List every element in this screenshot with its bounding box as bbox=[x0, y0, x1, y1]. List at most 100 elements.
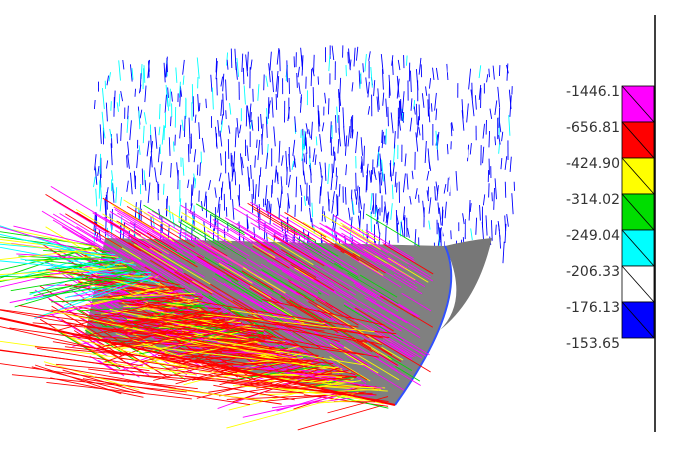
vector bbox=[154, 238, 196, 264]
vector bbox=[315, 299, 359, 326]
vector bbox=[188, 117, 191, 139]
vector bbox=[10, 269, 134, 292]
vector bbox=[205, 98, 207, 109]
vector bbox=[469, 203, 472, 213]
vector bbox=[489, 108, 493, 120]
vector bbox=[190, 184, 193, 206]
vector bbox=[444, 201, 447, 219]
vector bbox=[0, 363, 130, 383]
vector bbox=[418, 57, 422, 75]
vector bbox=[217, 120, 220, 137]
vector bbox=[461, 99, 464, 119]
vector bbox=[196, 164, 199, 176]
vector bbox=[335, 175, 338, 190]
vector bbox=[143, 65, 146, 83]
vector bbox=[368, 334, 431, 373]
vector bbox=[70, 337, 188, 367]
vector bbox=[252, 179, 255, 199]
vector bbox=[151, 210, 212, 247]
vector bbox=[120, 90, 124, 102]
vector bbox=[449, 223, 451, 242]
vector bbox=[381, 172, 383, 186]
vector bbox=[103, 128, 106, 139]
vector bbox=[201, 201, 203, 212]
vector bbox=[341, 232, 365, 248]
vector bbox=[363, 252, 416, 285]
vector bbox=[76, 211, 142, 252]
vector bbox=[193, 149, 197, 163]
vector bbox=[115, 187, 118, 203]
vector bbox=[144, 85, 147, 103]
vector bbox=[11, 374, 187, 393]
vector bbox=[220, 153, 222, 166]
vector bbox=[328, 55, 331, 72]
vector bbox=[218, 262, 253, 284]
vector bbox=[346, 355, 405, 391]
vector bbox=[439, 227, 442, 241]
vector bbox=[227, 307, 276, 338]
vector bbox=[291, 160, 295, 170]
vector bbox=[366, 163, 369, 174]
vector bbox=[357, 215, 361, 227]
vector bbox=[190, 256, 246, 291]
vector bbox=[309, 207, 312, 223]
vector bbox=[279, 49, 281, 72]
vector bbox=[320, 167, 322, 178]
vector bbox=[315, 264, 377, 303]
vector bbox=[338, 184, 341, 197]
vector bbox=[106, 160, 109, 169]
vector bbox=[296, 238, 342, 266]
vector bbox=[410, 98, 413, 111]
vector bbox=[482, 146, 485, 164]
vector bbox=[386, 211, 390, 226]
vector bbox=[379, 153, 382, 172]
vector bbox=[383, 206, 386, 222]
vector bbox=[331, 230, 335, 242]
vector bbox=[353, 282, 378, 298]
vector bbox=[355, 172, 357, 191]
vector bbox=[305, 123, 309, 135]
vector bbox=[236, 118, 239, 138]
vector bbox=[435, 67, 439, 81]
vector bbox=[446, 63, 449, 81]
vector bbox=[126, 180, 129, 192]
vector bbox=[168, 137, 171, 156]
vector bbox=[365, 229, 414, 260]
vector bbox=[354, 307, 394, 332]
vector bbox=[285, 256, 350, 296]
vector bbox=[102, 361, 197, 376]
vector bbox=[275, 70, 279, 92]
vector bbox=[281, 221, 339, 257]
vector bbox=[159, 103, 161, 120]
vector bbox=[382, 339, 412, 358]
vector bbox=[265, 116, 268, 138]
vector bbox=[129, 64, 133, 82]
vector bbox=[130, 229, 180, 261]
legend-label: -176.13 bbox=[566, 300, 620, 316]
vector bbox=[137, 294, 181, 302]
vector bbox=[250, 249, 299, 279]
vector bbox=[252, 208, 298, 236]
vector bbox=[314, 154, 317, 165]
vector bbox=[315, 136, 318, 146]
vector bbox=[309, 253, 345, 276]
vector bbox=[357, 340, 398, 366]
vector bbox=[46, 268, 178, 290]
vector bbox=[142, 125, 145, 144]
vector bbox=[375, 352, 399, 368]
vector bbox=[372, 193, 375, 215]
vector bbox=[111, 234, 177, 274]
vector bbox=[317, 399, 373, 404]
swatch-diagonal bbox=[621, 157, 655, 195]
vector bbox=[339, 77, 342, 99]
vector bbox=[411, 170, 414, 180]
vector bbox=[197, 255, 238, 281]
vector bbox=[403, 342, 427, 357]
vector bbox=[321, 252, 359, 275]
vector bbox=[161, 217, 163, 233]
vector bbox=[180, 204, 245, 244]
vector bbox=[0, 226, 91, 254]
vector bbox=[508, 89, 512, 110]
vector bbox=[59, 213, 105, 241]
vector bbox=[189, 240, 229, 265]
